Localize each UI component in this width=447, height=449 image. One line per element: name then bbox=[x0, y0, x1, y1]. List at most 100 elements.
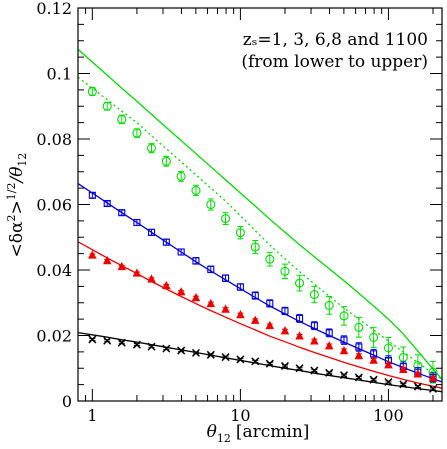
data-point bbox=[325, 368, 334, 377]
data-point bbox=[251, 291, 259, 300]
data-point bbox=[102, 101, 112, 111]
data-point bbox=[340, 336, 348, 344]
data-point bbox=[117, 114, 127, 124]
data-point bbox=[398, 352, 408, 362]
series-3 bbox=[78, 331, 442, 393]
data-point bbox=[355, 343, 363, 351]
data-point bbox=[192, 257, 200, 265]
data-point bbox=[87, 86, 97, 97]
data-point bbox=[117, 261, 127, 271]
data-point bbox=[191, 348, 200, 357]
data-point bbox=[88, 250, 97, 259]
data-point bbox=[191, 292, 201, 302]
data-point bbox=[161, 156, 171, 166]
data-point bbox=[176, 287, 186, 296]
y-axis-label: <δα2>1/2/θ12 bbox=[5, 153, 29, 258]
series-0 bbox=[78, 48, 442, 384]
series-1 bbox=[78, 183, 442, 383]
y-tick-label: 0.12 bbox=[36, 0, 72, 18]
data-point bbox=[102, 255, 112, 265]
data-point bbox=[236, 309, 245, 319]
annotation-line-2: (from lower to upper) bbox=[241, 52, 428, 72]
data-point bbox=[236, 355, 245, 364]
data-point bbox=[221, 353, 230, 362]
data-point bbox=[354, 373, 363, 382]
y-axis-label-sub: 12 bbox=[16, 153, 29, 167]
data-point bbox=[369, 375, 378, 384]
ticks-layer: 0 0.02 0.04 0.06 0.08 0.1 0.12 1 10 100 bbox=[36, 0, 442, 425]
data-point bbox=[310, 336, 319, 345]
data-point bbox=[88, 335, 97, 344]
data-point bbox=[147, 228, 156, 236]
data-point bbox=[280, 361, 289, 370]
data-point bbox=[413, 382, 422, 391]
data-point bbox=[384, 377, 393, 387]
y-axis-label-mid: > bbox=[7, 200, 27, 214]
data-point bbox=[162, 344, 171, 353]
data-point bbox=[146, 143, 157, 153]
data-point bbox=[324, 341, 334, 350]
data-point bbox=[207, 265, 215, 273]
data-point bbox=[103, 336, 112, 345]
y-tick-label: 0.1 bbox=[47, 65, 72, 84]
y-tick-label: 0.08 bbox=[36, 130, 72, 149]
y-axis-label-sup2: 1/2 bbox=[5, 183, 18, 201]
y-tick-label: 0.06 bbox=[36, 196, 72, 215]
data-point bbox=[295, 278, 305, 288]
data-point bbox=[265, 359, 274, 368]
y-axis-label-main: <δα bbox=[7, 221, 27, 257]
data-point bbox=[296, 314, 304, 323]
data-point bbox=[177, 248, 185, 256]
data-point bbox=[206, 199, 216, 210]
data-point bbox=[251, 315, 260, 324]
data-point bbox=[384, 360, 393, 369]
data-point bbox=[295, 331, 304, 340]
data-point bbox=[399, 380, 408, 389]
y-axis-label-sup1: 2 bbox=[5, 214, 18, 221]
data-point bbox=[339, 311, 349, 321]
data-point bbox=[399, 364, 408, 373]
data-point bbox=[132, 268, 142, 277]
y-tick-label: 0.02 bbox=[36, 327, 72, 346]
data-point bbox=[369, 332, 379, 343]
data-point bbox=[266, 299, 274, 307]
data-point bbox=[325, 329, 333, 337]
data-point bbox=[88, 191, 96, 199]
data-point bbox=[221, 214, 231, 224]
data-point bbox=[310, 322, 318, 330]
data-point bbox=[235, 228, 245, 238]
theory-line-solid bbox=[78, 48, 442, 380]
data-point bbox=[251, 357, 260, 366]
data-point bbox=[147, 342, 156, 351]
x-tick-label: 100 bbox=[373, 406, 404, 425]
x-axis-label-sub: 12 bbox=[217, 432, 231, 445]
data-point bbox=[309, 290, 319, 300]
data-point bbox=[177, 346, 186, 355]
data-point bbox=[428, 384, 438, 393]
data-point bbox=[206, 298, 216, 308]
data-point bbox=[354, 322, 364, 332]
data-point bbox=[162, 280, 171, 290]
data-point bbox=[339, 371, 349, 380]
data-point bbox=[147, 274, 156, 283]
x-axis-label: θ12 [arcmin] bbox=[207, 422, 310, 445]
data-point bbox=[117, 338, 126, 347]
data-point bbox=[339, 346, 349, 355]
data-point bbox=[369, 355, 378, 364]
theory-line-dotted bbox=[78, 76, 442, 380]
data-point bbox=[236, 283, 244, 291]
x-axis-label-unit: [arcmin] bbox=[236, 422, 310, 442]
data-point bbox=[413, 369, 423, 378]
series-layer bbox=[78, 48, 442, 393]
data-point bbox=[310, 366, 319, 375]
series-2 bbox=[78, 241, 442, 389]
data-point bbox=[222, 274, 230, 282]
data-point bbox=[280, 326, 290, 335]
data-point bbox=[162, 238, 170, 246]
data-point bbox=[103, 199, 111, 208]
data-point bbox=[265, 320, 275, 330]
data-point bbox=[250, 242, 260, 252]
data-point bbox=[383, 343, 393, 353]
data-point bbox=[265, 254, 275, 264]
